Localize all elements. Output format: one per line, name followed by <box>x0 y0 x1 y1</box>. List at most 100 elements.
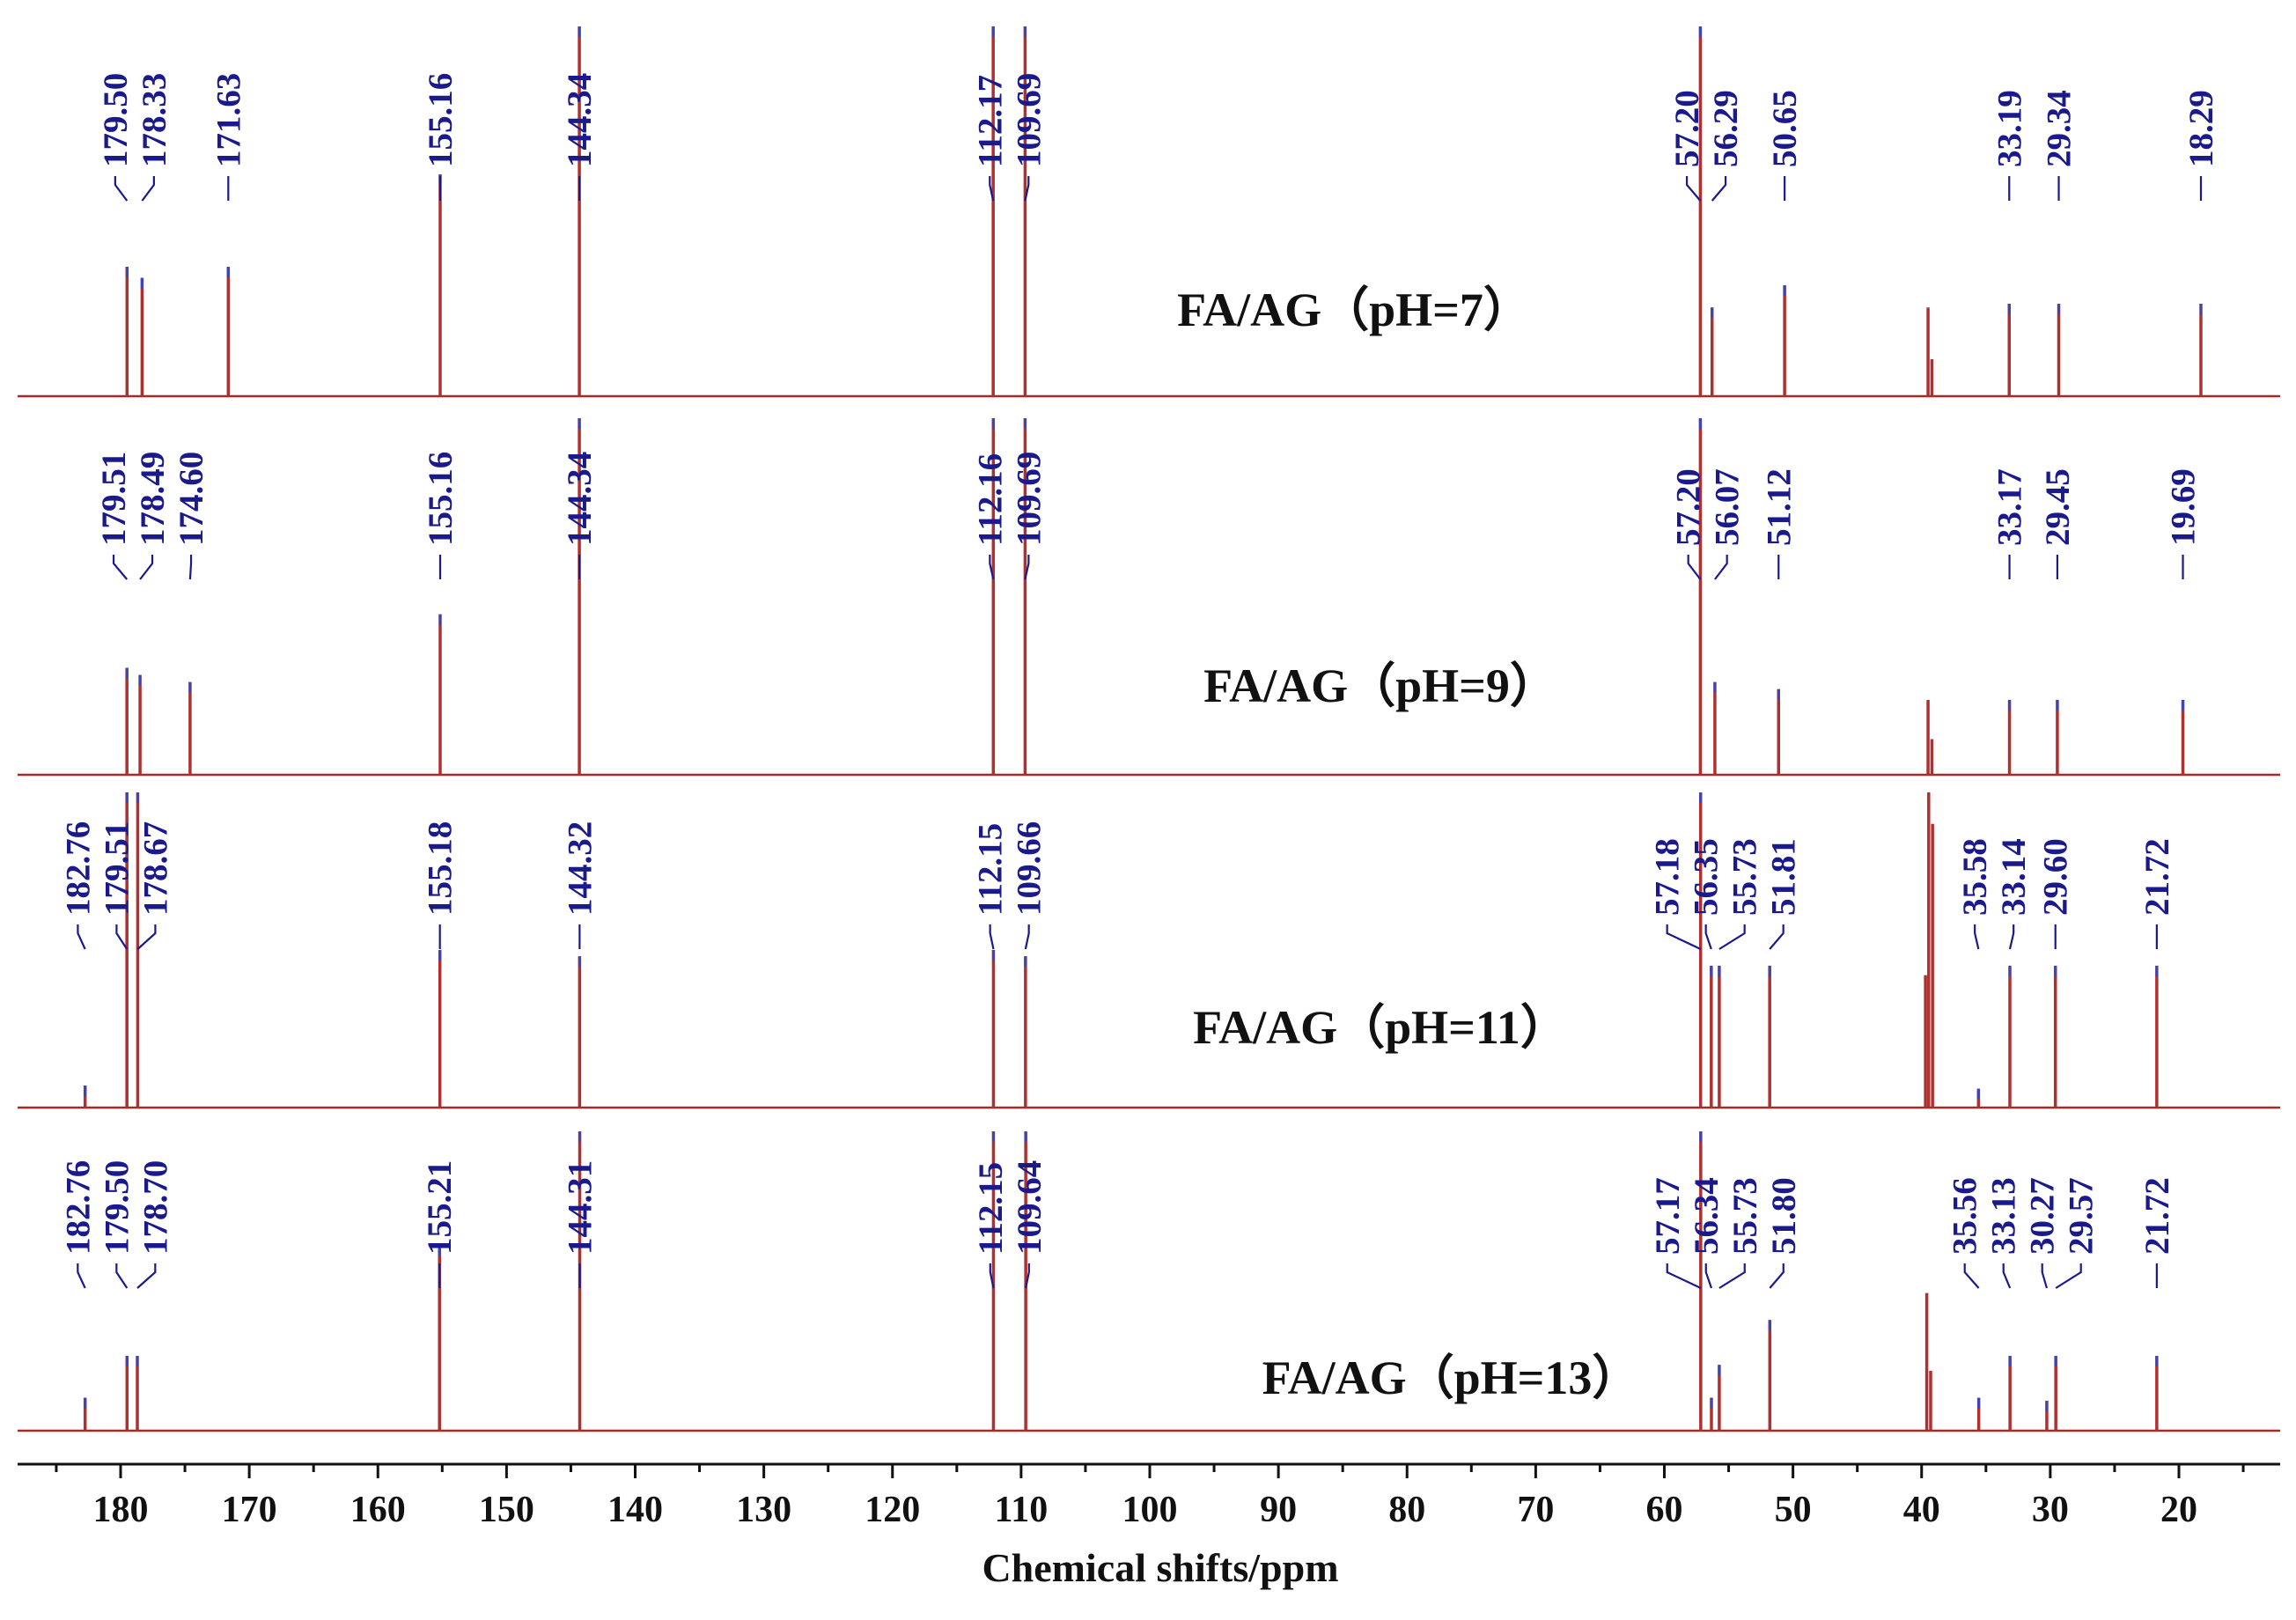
peak-leader <box>1769 1263 1785 1289</box>
peak-label: 182.76 <box>59 1160 97 1255</box>
peak-label: 21.72 <box>2138 1177 2176 1255</box>
peak-label: 19.69 <box>2165 468 2203 546</box>
peak-label: 179.51 <box>95 452 133 546</box>
peak-leader <box>1718 1263 1746 1289</box>
peak-label: 33.13 <box>1985 1177 2023 1255</box>
peak-leader <box>112 555 129 580</box>
peak-leader <box>115 1263 129 1289</box>
peak-leader <box>1687 555 1702 580</box>
peak-leader <box>115 924 129 950</box>
peak-label: 109.69 <box>1010 452 1048 546</box>
peak-label: 109.66 <box>1011 821 1049 916</box>
peak-label: 29.45 <box>2039 468 2077 546</box>
peak-label: 55.73 <box>1726 838 1764 916</box>
peak-leader <box>141 176 155 202</box>
x-tick-label: 60 <box>1646 1490 1683 1530</box>
peak-label: 179.51 <box>98 821 136 916</box>
peak-label: 112.15 <box>972 1162 1010 1255</box>
peak-label: 144.31 <box>562 1160 600 1255</box>
peak-leader <box>989 924 995 950</box>
peak-label: 51.12 <box>1760 468 1798 546</box>
spectrum-title: FA/AG（pH=7） <box>1177 284 1531 336</box>
peak-label: 144.32 <box>561 821 599 916</box>
peak-label: 29.60 <box>2037 838 2075 916</box>
peak-leader <box>1024 555 1030 580</box>
peak-leader <box>1769 924 1785 950</box>
peak-label: 57.17 <box>1649 1177 1687 1255</box>
x-axis-label: Chemical shifts/ppm <box>982 1545 1338 1590</box>
peak-label: 33.19 <box>1991 90 2028 167</box>
x-tick-label: 100 <box>1122 1490 1178 1530</box>
x-tick-label: 140 <box>607 1490 663 1530</box>
x-tick-label: 40 <box>1903 1490 1940 1530</box>
x-tick-label: 130 <box>736 1490 791 1530</box>
peak-leader <box>114 176 129 202</box>
spectrum-panel: 179.50 178.33 171.63 155.16 144.34 112.17 109.… <box>18 26 2280 398</box>
peak-label: 182.76 <box>59 821 97 916</box>
peak-leader <box>989 176 995 202</box>
x-tick-label: 30 <box>2032 1490 2069 1530</box>
peak-leader <box>2002 1263 2012 1289</box>
peak-label: 51.81 <box>1765 838 1803 916</box>
peak-label: 30.27 <box>2024 1177 2062 1255</box>
spectrum-panel: 182.76 179.51 178.67 155.18 144.32 112.15 109.… <box>18 792 2280 1109</box>
x-tick-label: 90 <box>1260 1490 1297 1530</box>
peak-label: 18.29 <box>2182 90 2220 167</box>
peak-label: 56.34 <box>1688 1177 1726 1255</box>
x-tick-label: 120 <box>865 1490 920 1530</box>
peak-label: 112.16 <box>971 453 1009 546</box>
peak-leader <box>136 1263 157 1289</box>
peak-leader <box>188 555 193 580</box>
peak-leader <box>139 555 154 580</box>
peak-label: 112.17 <box>971 75 1009 167</box>
peak-label: 179.50 <box>97 73 135 167</box>
peak-label: 56.29 <box>1707 90 1745 167</box>
peak-label: 171.63 <box>210 73 247 167</box>
peak-label: 109.64 <box>1011 1160 1049 1255</box>
peak-leader <box>1024 924 1030 950</box>
peak-leader <box>1974 924 1980 950</box>
x-tick-label: 50 <box>1775 1490 1812 1530</box>
peak-label: 35.58 <box>1956 838 1994 916</box>
peak-leader <box>989 1263 995 1289</box>
peak-label: 50.65 <box>1766 90 1804 167</box>
peak-label: 155.18 <box>422 821 460 916</box>
x-tick-label: 150 <box>479 1490 534 1530</box>
peak-leader <box>2055 1263 2082 1289</box>
peak-leader <box>2041 1263 2048 1289</box>
x-axis-ticks: 180 170 160 150 140 130 120 110 100 90 80 70 60 50 40 3… <box>55 1464 2245 1530</box>
peak-leader <box>1714 555 1728 580</box>
peak-label: 35.56 <box>1946 1177 1984 1255</box>
spectrum-title: FA/AG（pH=9） <box>1203 659 1557 712</box>
peak-label: 155.21 <box>421 1160 459 1255</box>
peak-label: 33.14 <box>1995 838 2033 916</box>
peak-label: 144.34 <box>561 73 599 167</box>
peak-leader <box>1718 924 1746 950</box>
peak-label: 55.73 <box>1726 1177 1764 1255</box>
peak-label: 29.34 <box>2041 90 2079 167</box>
peak-label: 29.57 <box>2063 1177 2101 1255</box>
peak-label: 174.60 <box>173 452 210 546</box>
peak-label: 51.80 <box>1765 1177 1803 1255</box>
peak-label: 178.33 <box>136 73 173 167</box>
x-tick-label: 70 <box>1517 1490 1554 1530</box>
peak-label: 178.70 <box>136 1160 174 1255</box>
x-tick-label: 180 <box>93 1490 149 1530</box>
x-tick-label: 110 <box>995 1490 1049 1530</box>
peak-label: 179.50 <box>98 1160 136 1255</box>
peak-label: 33.17 <box>1991 468 2029 546</box>
spectrum-panel: 182.76 179.50 178.70 155.21 144.31 112.15 109.… <box>18 1131 2280 1432</box>
peak-label: 57.20 <box>1670 468 1708 546</box>
peak-label: 109.69 <box>1010 73 1048 167</box>
peak-leader <box>989 555 995 580</box>
peak-label: 155.16 <box>422 452 460 546</box>
x-tick-label: 170 <box>222 1490 277 1530</box>
spectra-panels: 179.50 178.33 171.63 155.16 144.34 112.17 109.… <box>18 26 2280 1432</box>
spectrum-title: FA/AG（pH=11） <box>1193 1001 1568 1054</box>
peak-label: 155.16 <box>422 73 460 167</box>
peak-leader <box>136 924 157 950</box>
peak-label: 178.67 <box>136 821 174 916</box>
peak-label: 57.18 <box>1649 838 1687 916</box>
peak-label: 178.49 <box>134 452 172 546</box>
